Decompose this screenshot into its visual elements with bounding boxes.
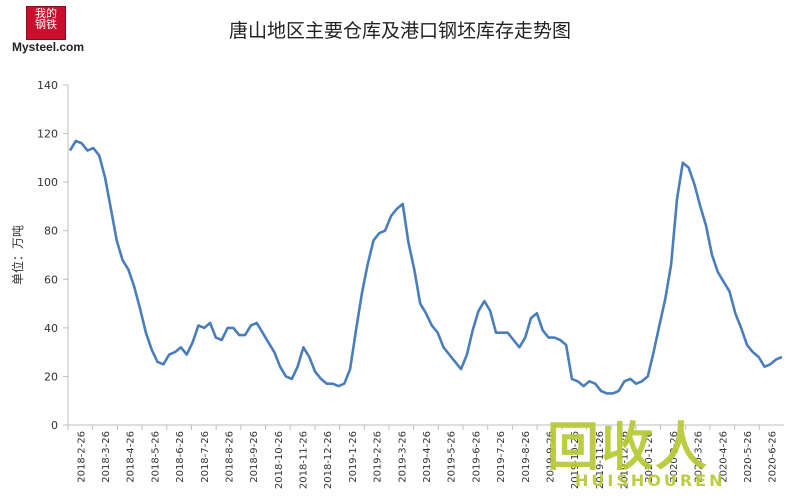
x-tick-label: 2020-2-26 — [669, 431, 680, 483]
x-tick-label: 2020-3-26 — [694, 431, 705, 483]
x-tick-label: 2019-7-26 — [496, 431, 507, 483]
x-tick-label: 2019-9-26 — [545, 431, 556, 483]
x-tick-label: 2019-3-26 — [397, 431, 408, 483]
y-tick-label: 80 — [44, 225, 58, 238]
y-ticks: 0 20 40 60 80 100 120 140 — [37, 79, 68, 432]
x-tick-label: 2020-5-26 — [743, 431, 754, 483]
y-tick-label: 20 — [44, 370, 58, 383]
x-tick-label: 2019-2-26 — [373, 431, 384, 483]
x-tick-label: 2019-6-26 — [471, 431, 482, 483]
logo-seal: 我的 钢铁 — [26, 6, 66, 40]
x-tick-label: 2019-5-26 — [447, 431, 458, 483]
y-tick-label: 60 — [44, 273, 58, 286]
y-axis-label: 单位：万吨 — [10, 225, 25, 285]
x-tick-label: 2018-10-26 — [274, 431, 285, 489]
x-tick-label: 2020-4-26 — [718, 431, 729, 483]
x-tick-label: 2019-4-26 — [422, 431, 433, 483]
huishouren-watermark: 回收人 HUISHOUREN — [525, 405, 795, 500]
y-tick-label: 40 — [44, 322, 58, 335]
x-tick-label: 2019-10-26 — [570, 431, 581, 489]
watermark-text-en: HUISHOUREN — [575, 471, 726, 490]
x-tick-label: 2020-1-26 — [644, 431, 655, 483]
x-tick-label: 2018-6-26 — [175, 431, 186, 483]
x-ticks: 2018-2-26 2018-3-26 2018-4-26 2018-5-26 2018… — [67, 425, 779, 489]
x-tick-label: 2018-11-26 — [299, 431, 310, 489]
x-tick-label: 2019-8-26 — [521, 431, 532, 483]
x-tick-label: 2018-9-26 — [249, 431, 260, 483]
axes — [67, 85, 784, 426]
mysteel-logo: 我的 钢铁 Mysteel.com — [8, 6, 108, 56]
x-tick-label: 2019-12-26 — [620, 431, 631, 489]
x-tick-label: 2018-12-26 — [323, 431, 334, 489]
x-tick-label: 2018-8-26 — [224, 431, 235, 483]
x-tick-label: 2018-2-26 — [76, 431, 87, 483]
watermark-text-cn: 回收人 — [547, 418, 710, 478]
logo-brand: Mysteel.com — [12, 40, 85, 54]
y-tick-label: 140 — [37, 79, 58, 92]
y-tick-label: 100 — [37, 176, 58, 189]
x-tick-label: 2018-3-26 — [101, 431, 112, 483]
chart-title: 唐山地区主要仓库及港口钢坯库存走势图 — [228, 20, 571, 42]
x-tick-label: 2019-11-26 — [595, 431, 606, 489]
x-tick-label: 2018-4-26 — [126, 431, 137, 483]
y-tick-label: 0 — [51, 419, 58, 432]
x-tick-label: 2019-1-26 — [348, 431, 359, 483]
x-tick-label: 2018-5-26 — [150, 431, 161, 483]
x-tick-label: 2020-6-26 — [768, 431, 779, 483]
x-tick-label: 2018-7-26 — [200, 431, 211, 483]
y-tick-label: 120 — [37, 128, 58, 141]
series-line — [68, 139, 783, 395]
